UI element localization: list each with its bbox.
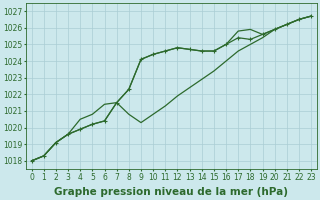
X-axis label: Graphe pression niveau de la mer (hPa): Graphe pression niveau de la mer (hPa) bbox=[54, 187, 288, 197]
